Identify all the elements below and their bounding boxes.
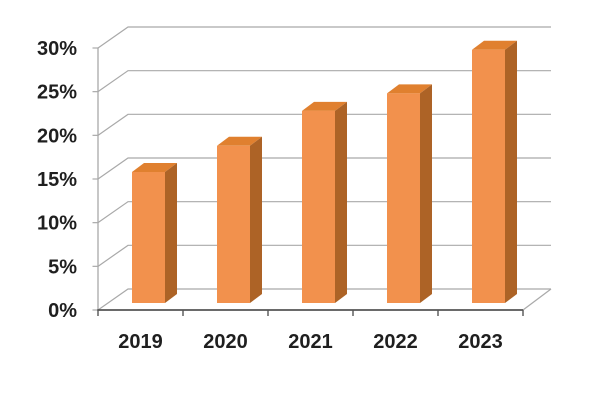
x-category-label-2023: 2023 xyxy=(458,331,503,353)
axes xyxy=(92,47,99,311)
bar-2023-top-face xyxy=(472,40,517,50)
bar-2023-side-face xyxy=(505,40,517,303)
bar-2021-front-face xyxy=(302,110,335,303)
bar-2020-top-face xyxy=(217,136,262,146)
bar-2020-front-face xyxy=(217,145,250,303)
floor-right-edge xyxy=(522,288,552,311)
bar-2023 xyxy=(472,40,517,303)
bar-2019-front-face xyxy=(132,172,165,303)
bar-2022-top-face xyxy=(387,84,432,94)
y-tick-label-5%: 5% xyxy=(48,256,77,278)
x-category-label-2019: 2019 xyxy=(118,331,163,353)
back-wall-gridlines xyxy=(97,26,552,311)
bar-2023-front-face xyxy=(472,49,505,303)
bar-2019-top-face xyxy=(132,163,177,172)
bars xyxy=(132,40,517,304)
y-tick-label-20%: 20% xyxy=(37,125,77,147)
y-tick-label-25%: 25% xyxy=(37,82,77,104)
bar-2020-side-face xyxy=(250,136,262,303)
front-axis xyxy=(97,309,524,316)
x-category-label-2021: 2021 xyxy=(288,331,333,353)
bar-2019 xyxy=(132,163,177,303)
bar-2021-side-face xyxy=(335,101,347,303)
bar-2022-side-face xyxy=(420,84,432,304)
bar-2022-front-face xyxy=(387,93,420,304)
y-tick-label-10%: 10% xyxy=(37,213,77,235)
bar-2019-side-face xyxy=(165,163,177,303)
bar-2021-top-face xyxy=(302,101,347,111)
gridline-25pct xyxy=(97,70,551,93)
y-tick-label-30%: 30% xyxy=(37,38,77,60)
bar-2021 xyxy=(302,101,347,303)
x-category-label-2022: 2022 xyxy=(373,331,418,353)
y-tick-label-0%: 0% xyxy=(48,300,77,322)
bar-2020 xyxy=(217,136,262,303)
bar-2022 xyxy=(387,84,432,304)
axis-labels: 0% 5% 10% 15% 20% 25% 30% 2019 2020 2021 2022 2023 xyxy=(37,38,503,353)
gridline-30pct xyxy=(97,26,551,49)
y-tick-label-15%: 15% xyxy=(37,169,77,191)
x-category-label-2020: 2020 xyxy=(203,331,248,353)
